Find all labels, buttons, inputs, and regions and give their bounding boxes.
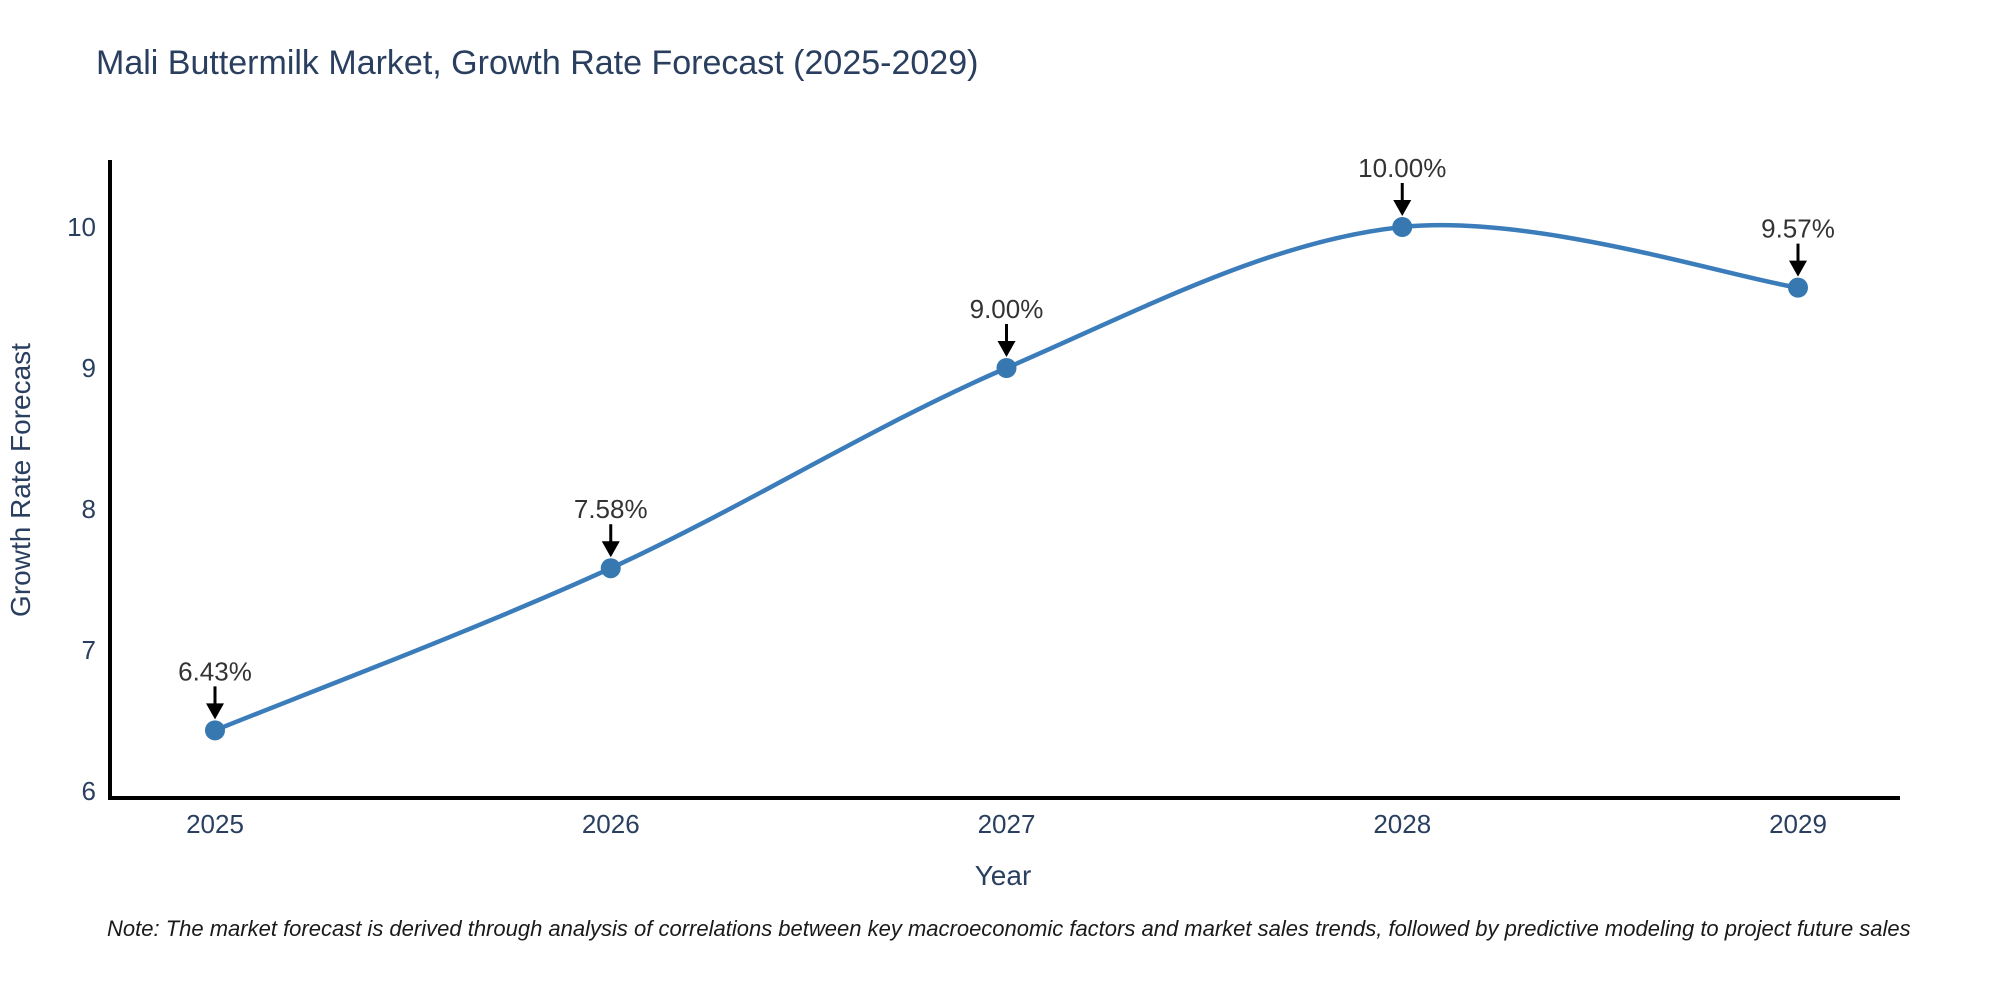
data-point-marker[interactable] [205,720,225,741]
x-tick-label: 2028 [1373,809,1431,839]
annotation-arrowhead-icon [206,703,224,720]
y-axis-title: Growth Rate Forecast [5,343,36,617]
annotation-arrowhead-icon [997,341,1016,357]
point-annotations: 6.43% 7.58% 9.00% 10.00% 9.57% [178,153,1835,720]
x-tick-label: 2029 [1769,809,1827,839]
x-tick-label: 2025 [186,809,244,839]
annotation-arrowhead-icon [601,541,620,558]
x-axis-title: Year [975,860,1032,891]
x-tick-label: 2026 [582,809,640,839]
point-value-label: 10.00% [1358,153,1446,183]
data-point-marker[interactable] [1788,277,1808,298]
annotation-arrowhead-icon [1789,260,1807,277]
data-point-marker[interactable] [1392,217,1413,237]
series-group [205,217,1808,741]
x-axis-ticks: 2025 2026 2027 2028 2029 [186,809,1827,839]
footnote: Note: The market forecast is derived thr… [107,916,1911,941]
point-value-label: 9.57% [1761,214,1835,244]
y-tick-label: 9 [82,353,96,383]
y-tick-label: 7 [82,635,96,665]
y-tick-label: 6 [82,776,96,806]
y-axis-ticks: 6 7 8 9 10 [67,212,96,806]
point-value-label: 7.58% [574,494,648,524]
point-value-label: 6.43% [178,656,252,686]
annotation-arrowhead-icon [1393,200,1412,216]
y-tick-label: 10 [67,212,96,242]
y-tick-label: 8 [82,494,96,524]
x-tick-label: 2027 [978,809,1036,839]
data-point-marker[interactable] [600,558,621,579]
point-value-label: 9.00% [970,294,1044,324]
chart-title: Mali Buttermilk Market, Growth Rate Fore… [96,44,979,82]
data-point-marker[interactable] [996,358,1017,378]
